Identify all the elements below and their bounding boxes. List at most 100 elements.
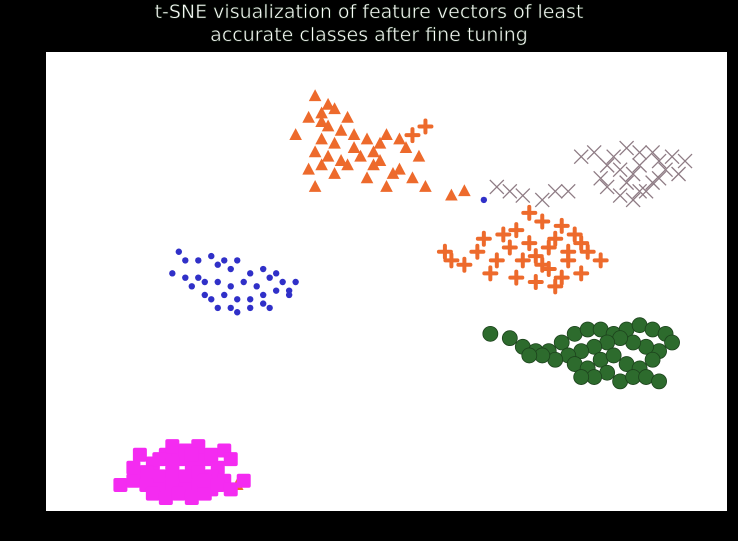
point-x-2-25 bbox=[625, 192, 641, 208]
point-triangle-0-18 bbox=[328, 136, 341, 149]
point-plus-1-12 bbox=[475, 230, 492, 247]
point-triangle-0-20 bbox=[308, 145, 322, 158]
point-triangle-0-35 bbox=[380, 179, 393, 192]
point-triangle-0-3 bbox=[328, 102, 341, 115]
point-triangle-0-19 bbox=[315, 132, 328, 145]
point-plus-1-24 bbox=[508, 269, 525, 286]
point-circle-4-25 bbox=[521, 347, 538, 364]
point-x-2-26 bbox=[638, 183, 654, 199]
point-x-2-14 bbox=[619, 140, 635, 156]
point-x-2-12 bbox=[625, 166, 641, 182]
point-plus-1-26 bbox=[553, 269, 570, 286]
point-plus-1-8 bbox=[540, 239, 557, 256]
point-triangle-0-22 bbox=[334, 154, 348, 166]
point-x-2-8 bbox=[599, 157, 615, 173]
point-circle-3-16 bbox=[169, 270, 176, 277]
point-circle-3-35 bbox=[227, 304, 234, 312]
point-square-5-27 bbox=[126, 460, 141, 475]
point-triangle-0-24 bbox=[367, 158, 380, 171]
chart-title: t-SNE visualization of feature vectors o… bbox=[0, 1, 738, 47]
point-plus-1-27 bbox=[547, 278, 564, 295]
point-triangle-0-38 bbox=[458, 184, 471, 197]
point-plus-1-23 bbox=[436, 243, 453, 260]
point-triangle-0-39 bbox=[445, 188, 458, 201]
point-x-2-20 bbox=[645, 175, 661, 191]
point-square-5-10 bbox=[178, 469, 193, 484]
point-circle-3-27 bbox=[188, 283, 195, 290]
point-triangle-0-28 bbox=[302, 162, 315, 175]
point-circle-3-38 bbox=[266, 304, 273, 312]
point-triangle-0-4 bbox=[315, 115, 328, 128]
point-circle-3-15 bbox=[292, 278, 299, 286]
point-triangle-0-37 bbox=[308, 179, 322, 192]
plot-area bbox=[46, 52, 727, 511]
point-circle-3-0 bbox=[480, 196, 488, 204]
point-plus-1-10 bbox=[527, 248, 544, 265]
point-plus-1-2 bbox=[521, 204, 538, 221]
point-triangle-0-29 bbox=[328, 167, 341, 179]
point-x-2-7 bbox=[586, 144, 602, 160]
point-plus-1-25 bbox=[527, 274, 544, 290]
point-circle-4-1 bbox=[501, 330, 518, 347]
point-triangle-0-8 bbox=[321, 119, 335, 132]
point-circle-3-29 bbox=[208, 296, 215, 303]
point-circle-3-26 bbox=[285, 291, 293, 299]
point-triangle-0-27 bbox=[315, 158, 328, 171]
point-plus-1-6 bbox=[521, 235, 538, 252]
point-triangle-0-30 bbox=[360, 171, 374, 184]
point-circle-4-14 bbox=[664, 334, 680, 351]
point-plus-1-7 bbox=[495, 226, 512, 243]
point-x-2-19 bbox=[658, 162, 674, 178]
point-circle-3-10 bbox=[259, 265, 267, 273]
point-triangle-0-26 bbox=[341, 158, 354, 171]
point-square-5-40 bbox=[236, 473, 251, 488]
point-x-2-6 bbox=[573, 149, 589, 165]
point-plus-1-19 bbox=[488, 252, 505, 269]
point-triangle-0-6 bbox=[302, 110, 315, 123]
point-circle-3-31 bbox=[234, 296, 241, 303]
point-triangle-0-25 bbox=[373, 154, 387, 166]
point-x-2-22 bbox=[619, 175, 635, 191]
point-triangle-0-21 bbox=[321, 149, 335, 162]
point-plus-1-18 bbox=[514, 252, 531, 269]
point-circle-3-8 bbox=[234, 257, 241, 264]
point-plus-1-15 bbox=[573, 235, 590, 252]
point-square-5-35 bbox=[210, 478, 225, 493]
point-triangle-0-16 bbox=[367, 145, 380, 158]
point-x-2-17 bbox=[651, 153, 667, 169]
point-x-2-23 bbox=[599, 179, 615, 195]
point-plus-1-32 bbox=[482, 265, 499, 282]
point-circle-3-2 bbox=[182, 257, 189, 264]
point-triangle-0-11 bbox=[360, 132, 374, 145]
point-circle-3-20 bbox=[214, 278, 221, 286]
point-plus-1-29 bbox=[579, 243, 596, 260]
point-x-2-24 bbox=[612, 188, 628, 204]
point-x-2-13 bbox=[632, 157, 648, 173]
point-x-2-21 bbox=[632, 183, 648, 199]
scatter-marks bbox=[113, 89, 693, 505]
point-square-5-26 bbox=[197, 486, 212, 501]
point-triangle-0-2 bbox=[315, 106, 328, 119]
point-circle-3-36 bbox=[234, 309, 241, 316]
point-circle-3-30 bbox=[221, 291, 228, 299]
point-square-5-36 bbox=[184, 447, 199, 462]
point-square-5-7 bbox=[139, 465, 154, 480]
point-circle-4-5 bbox=[553, 334, 570, 351]
point-triangle-0-1 bbox=[321, 97, 335, 110]
point-triangle-0-10 bbox=[347, 128, 361, 141]
point-circle-3-4 bbox=[208, 252, 215, 260]
point-triangle-0-31 bbox=[386, 167, 400, 179]
point-plus-1-1 bbox=[404, 127, 421, 144]
point-square-5-14 bbox=[113, 478, 128, 493]
point-square-5-39 bbox=[223, 482, 238, 497]
point-triangle-0-33 bbox=[412, 149, 426, 162]
point-circle-4-29 bbox=[605, 347, 622, 364]
point-circle-3-37 bbox=[247, 304, 254, 312]
chart-title-line-2: accurate classes after fine tuning bbox=[210, 24, 528, 47]
point-triangle-0-23 bbox=[354, 149, 367, 162]
point-circle-3-28 bbox=[201, 291, 208, 299]
point-triangle-0-13 bbox=[380, 128, 393, 141]
point-plus-1-4 bbox=[508, 222, 525, 239]
point-plus-1-0 bbox=[417, 118, 434, 135]
